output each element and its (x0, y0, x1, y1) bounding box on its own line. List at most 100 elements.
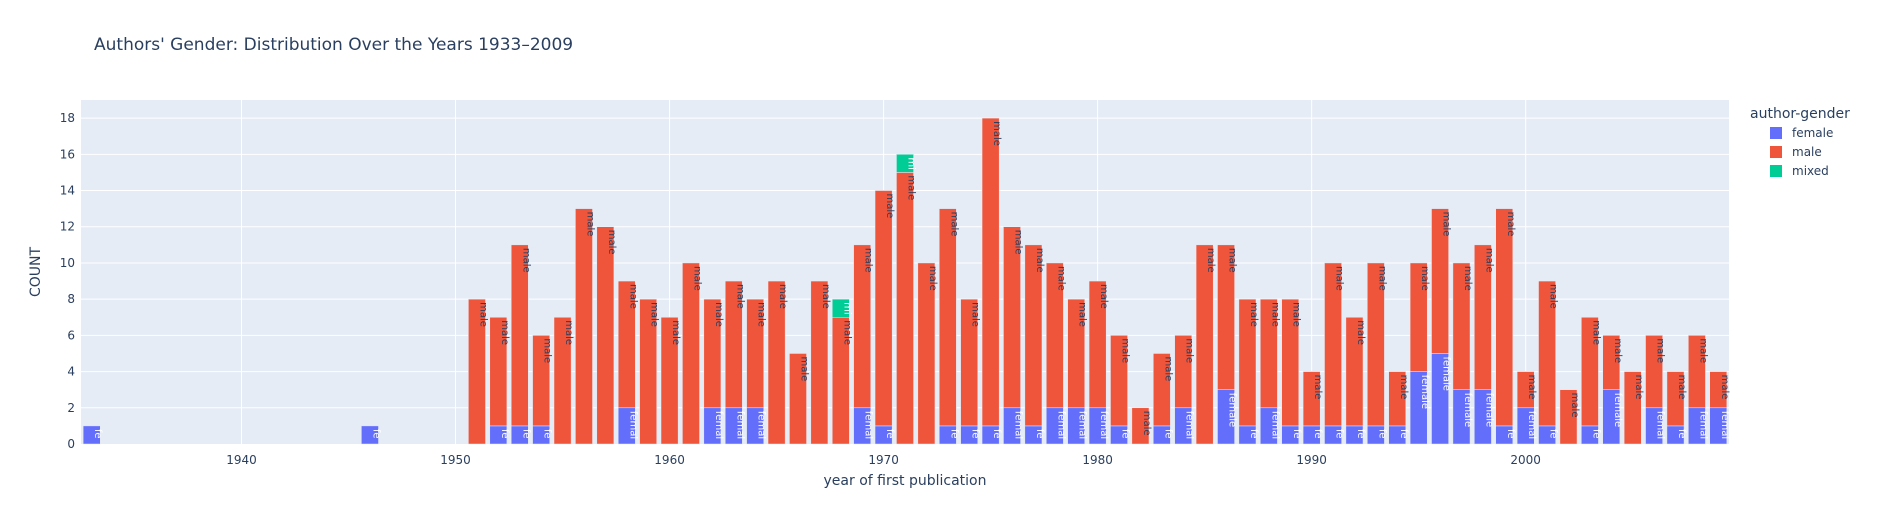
bar-male (1474, 244, 1492, 390)
bar-male (938, 208, 957, 427)
legend-label-male[interactable]: male (1792, 145, 1822, 159)
bar-text-label: male (584, 212, 595, 237)
bar-text-label: male (841, 320, 852, 345)
bar-male (1046, 262, 1064, 409)
bar-text-label: male (820, 284, 831, 309)
legend-label-mixed[interactable]: mixed (1792, 164, 1829, 178)
bar-mixed (896, 154, 914, 173)
bar-male (703, 298, 722, 409)
bar-male (1559, 389, 1578, 445)
bar-text-label: mi (841, 302, 852, 315)
bar-text-label: male (563, 320, 574, 345)
bar-text-label: male (1441, 212, 1452, 237)
y-tick-label: 18 (60, 111, 75, 125)
y-tick-label: 2 (67, 401, 75, 415)
bar-text-label: male (970, 302, 981, 327)
bar-text-label: male (1055, 266, 1066, 291)
bar-male (617, 280, 636, 409)
bar-male (1238, 298, 1257, 427)
bar-text-label: male (477, 302, 488, 327)
bar-male (1088, 280, 1107, 409)
bar-text-label: male (1248, 302, 1259, 327)
bar-male (1666, 371, 1685, 427)
bar-male (1538, 280, 1556, 427)
bar-text-label: femal (1269, 411, 1280, 439)
bar-text-label: fe (1334, 429, 1345, 439)
x-tick-label: 1980 (1082, 453, 1113, 467)
bar-male (1024, 244, 1043, 427)
bar-male (510, 244, 529, 427)
bar-text-label: fe (1355, 429, 1366, 439)
bar-text-label: fe (92, 429, 103, 439)
bar-male (1217, 244, 1235, 390)
bar-male (981, 117, 1000, 427)
legend-label-female[interactable]: female (1792, 126, 1833, 140)
bar-text-label: male (1120, 338, 1131, 363)
bar-text-label: female (1462, 393, 1473, 427)
bar-text-label: femal (713, 411, 724, 439)
bar-text-label: female (1612, 393, 1623, 427)
bar-text-label: male (884, 194, 895, 219)
legend-swatch-female[interactable] (1770, 127, 1782, 139)
bar-text-label: male (1269, 302, 1280, 327)
bar-text-label: male (627, 284, 638, 309)
bar-male (1431, 208, 1449, 354)
bar-male (1688, 335, 1706, 409)
bar-text-label: femal (1098, 411, 1109, 439)
bar-text-label: fe (520, 429, 531, 439)
bar-text-label: male (1483, 248, 1494, 273)
bar-text-label: femal (1077, 411, 1088, 439)
bar-text-label: femal (1655, 411, 1666, 439)
bar-text-label: male (1291, 302, 1302, 327)
bar-text-label: fe (542, 429, 553, 439)
bar-text-label: male (1398, 375, 1409, 400)
bar-text-label: male (691, 266, 702, 291)
bar-text-label: male (991, 121, 1002, 146)
bar-text-label: male (1184, 338, 1195, 363)
x-axis-title: year of first publication (824, 473, 987, 489)
bar-male (553, 317, 572, 445)
legend-swatch-male[interactable] (1770, 146, 1782, 158)
x-tick-label: 1990 (1296, 453, 1327, 467)
bar-text-label: male (713, 302, 724, 327)
bar-text-label: male (1505, 212, 1516, 237)
bar-male (853, 244, 872, 409)
bar-text-label: male (1162, 356, 1173, 381)
bar-male (1281, 298, 1300, 427)
bar-text-label: male (1676, 375, 1687, 400)
bar-text-label: male (863, 248, 874, 273)
bar-text-label: fe (948, 429, 959, 439)
y-tick-label: 14 (60, 184, 75, 198)
bar-text-label: fe (1548, 429, 1559, 439)
bar-male (660, 317, 679, 445)
x-tick-labels: 1940 1950 1960 1970 1980 1990 2000 (226, 453, 1541, 467)
bar-male (489, 317, 508, 427)
bar-text-label: male (927, 266, 938, 291)
bar-male (1409, 262, 1428, 372)
bar-male (1131, 407, 1150, 445)
bar-text-label: femal (1719, 411, 1730, 439)
bar-text-label: fe (884, 429, 895, 439)
bar-text-label: female (1483, 393, 1494, 427)
bar-male (1195, 244, 1214, 445)
bar-text-label: male (734, 284, 745, 309)
bar-text-label: male (649, 302, 660, 327)
legend-swatch-mixed[interactable] (1770, 165, 1782, 177)
bar-text-label: male (1013, 230, 1024, 255)
bar-text-label: male (542, 338, 553, 363)
bars: fe fe fe fe fe femal femal femal femal femal fe fe f… (82, 117, 1730, 445)
bar-text-label: femal (1526, 411, 1537, 439)
bar-text-label: male (1355, 320, 1366, 345)
bar-male (724, 280, 743, 409)
bar-text-label: male (1612, 338, 1623, 363)
bar-male (1153, 353, 1171, 427)
bar-male (596, 226, 615, 445)
bar-text-label: fe (1291, 429, 1302, 439)
bar-male (682, 262, 700, 445)
bar-text-label: male (1334, 266, 1345, 291)
bar-male (1516, 371, 1535, 409)
bar-text-label: fe (1162, 429, 1173, 439)
bar-male (767, 280, 786, 445)
bar-male (1388, 371, 1407, 427)
bar-text-label: male (1697, 338, 1708, 363)
